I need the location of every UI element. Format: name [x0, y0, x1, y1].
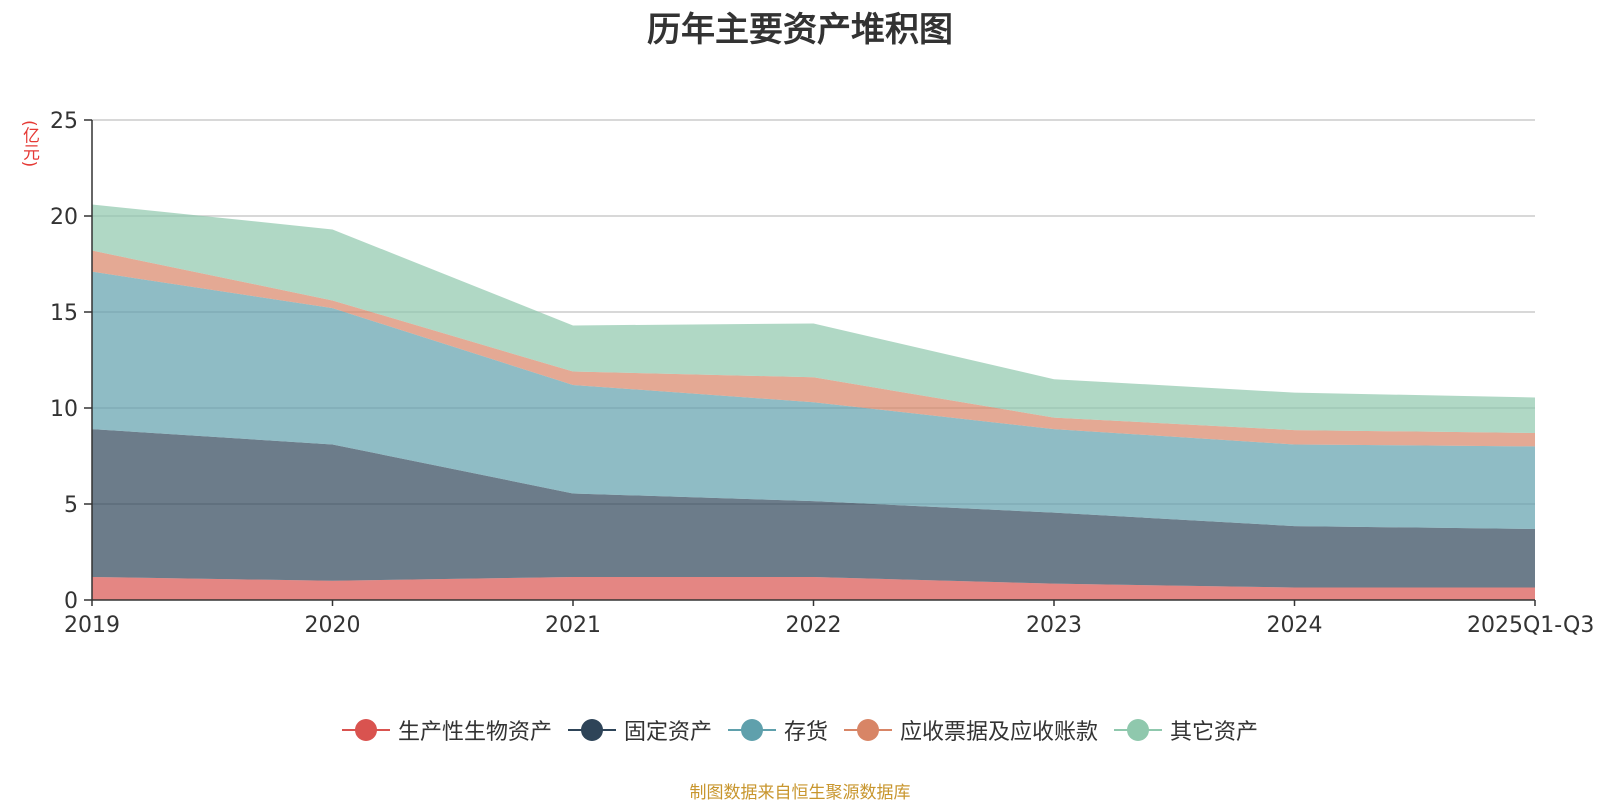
source-note: 制图数据来自恒生聚源数据库: [689, 783, 911, 803]
legend-item[interactable]: 固定资产: [567, 714, 712, 746]
area-series-2[interactable]: [92, 429, 1535, 588]
y-tick-label: 25: [50, 109, 78, 134]
legend-item[interactable]: 生产性生物资产: [341, 714, 552, 746]
x-tick-label: 2019: [64, 613, 120, 638]
x-tick-label: 2020: [305, 613, 361, 638]
y-tick-label: 10: [50, 397, 78, 422]
y-tick-label: 5: [64, 493, 78, 518]
area-series-3[interactable]: [92, 271, 1535, 529]
x-tick-label: 2025Q1-Q3: [1467, 613, 1594, 638]
legend: 生产性生物资产 固定资产 存货 应收票据及应收账款 其它资产: [0, 714, 1600, 746]
y-tick-label: 15: [50, 301, 78, 326]
legend-label: 固定资产: [623, 720, 712, 745]
legend-swatch-icon: [844, 717, 892, 743]
y-tick-label: 0: [64, 589, 78, 614]
legend-swatch-icon: [1114, 717, 1163, 743]
axes: 0 5 10 15 20 25 2019 2020 2021 2022 2023 2024 2025Q1…: [50, 109, 1594, 638]
chart-title: 历年主要资产堆积图: [647, 10, 953, 50]
legend-item[interactable]: 应收票据及应收账款: [844, 714, 1098, 746]
stacked-areas: [92, 204, 1535, 600]
legend-swatch-icon: [567, 717, 616, 743]
area-series-1[interactable]: [92, 576, 1535, 600]
legend-label: 其它资产: [1170, 720, 1259, 745]
legend-swatch-icon: [727, 717, 776, 743]
y-axis-unit-label: (亿元): [19, 120, 39, 168]
area-series-5[interactable]: [92, 204, 1535, 433]
legend-label: 应收票据及应收账款: [900, 720, 1099, 745]
legend-swatch-icon: [341, 717, 390, 743]
y-tick-label: 20: [50, 205, 78, 230]
legend-item[interactable]: 存货: [727, 714, 828, 746]
x-tick-label: 2022: [786, 613, 842, 638]
x-tick-label: 2023: [1026, 613, 1082, 638]
legend-item[interactable]: 其它资产: [1114, 714, 1258, 746]
legend-label: 存货: [783, 720, 828, 745]
x-tick-label: 2024: [1267, 613, 1323, 638]
x-tick-label: 2021: [545, 613, 601, 638]
legend-label: 生产性生物资产: [397, 720, 552, 745]
